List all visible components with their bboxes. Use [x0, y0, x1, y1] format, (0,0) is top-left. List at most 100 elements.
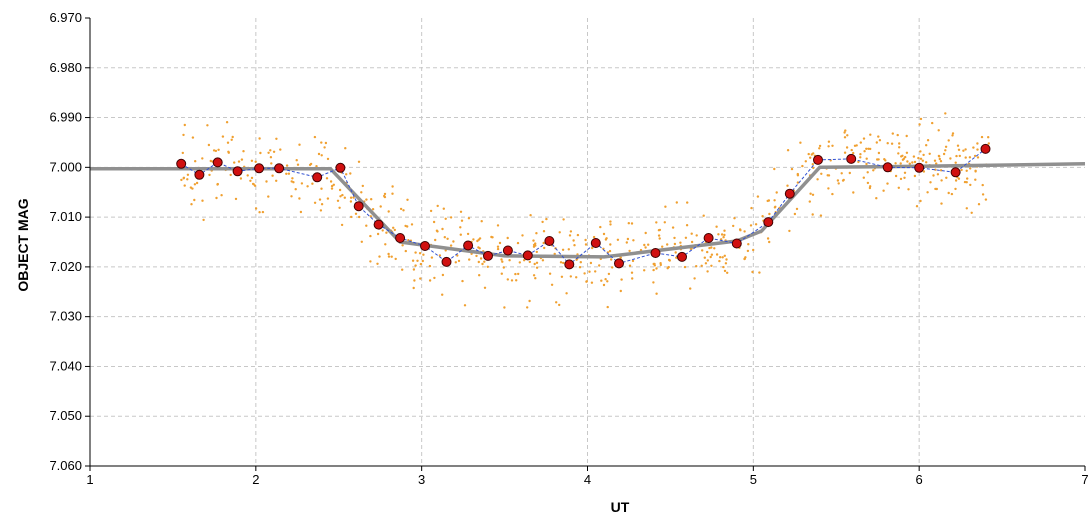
raw-point: [657, 234, 661, 237]
raw-point: [768, 212, 771, 216]
binned-point: [784, 188, 795, 199]
binned-point: [194, 169, 205, 180]
raw-point: [898, 142, 901, 145]
raw-point: [360, 240, 363, 243]
raw-point: [324, 141, 328, 145]
raw-point: [793, 212, 797, 216]
raw-point: [602, 232, 606, 236]
raw-point: [308, 163, 312, 167]
raw-point: [438, 254, 442, 257]
raw-point: [890, 142, 894, 145]
raw-point: [479, 257, 483, 260]
raw-point: [466, 232, 470, 236]
raw-point: [761, 215, 764, 218]
raw-point: [326, 157, 330, 161]
raw-point: [951, 132, 955, 135]
raw-point: [215, 196, 218, 200]
raw-point: [709, 255, 712, 259]
raw-point: [631, 277, 634, 280]
raw-point: [965, 181, 968, 184]
raw-point: [381, 229, 384, 232]
raw-point: [950, 192, 954, 196]
raw-point: [230, 138, 233, 141]
raw-point: [886, 142, 889, 145]
raw-point: [608, 249, 612, 253]
raw-point: [632, 239, 635, 242]
raw-point: [180, 178, 183, 182]
raw-point: [457, 259, 461, 263]
raw-point: [786, 149, 790, 152]
raw-point: [565, 292, 568, 295]
raw-point: [981, 183, 984, 187]
raw-point: [818, 144, 822, 148]
raw-point: [181, 151, 184, 155]
raw-point: [313, 201, 317, 204]
raw-point: [964, 148, 967, 151]
raw-point: [809, 156, 812, 159]
raw-point: [459, 233, 462, 236]
raw-point: [478, 237, 482, 240]
raw-point: [449, 216, 453, 219]
raw-point: [934, 187, 937, 191]
raw-point: [690, 232, 693, 235]
raw-point: [837, 182, 840, 185]
raw-point: [296, 163, 300, 166]
raw-point: [690, 240, 694, 244]
binned-point: [650, 248, 661, 258]
raw-point: [626, 237, 630, 241]
raw-point: [862, 176, 865, 179]
raw-point: [723, 229, 726, 232]
raw-point: [229, 173, 232, 177]
raw-point: [726, 271, 729, 274]
raw-point: [901, 158, 905, 161]
raw-point: [383, 195, 387, 199]
raw-point: [743, 230, 746, 233]
binned-point: [176, 158, 187, 169]
raw-point: [816, 178, 819, 181]
raw-point: [443, 236, 446, 239]
raw-point: [958, 154, 961, 158]
raw-point: [476, 239, 479, 243]
raw-point: [436, 204, 439, 208]
raw-point: [217, 148, 220, 151]
raw-point: [323, 146, 326, 149]
raw-point: [609, 220, 612, 223]
x-tick-label: 4: [584, 472, 591, 487]
raw-point: [267, 195, 270, 198]
raw-point: [194, 160, 197, 163]
raw-point: [486, 265, 489, 268]
raw-point: [558, 303, 561, 307]
raw-point: [387, 252, 390, 256]
raw-point: [330, 187, 334, 190]
raw-point: [441, 273, 445, 277]
raw-point: [786, 184, 789, 187]
raw-point: [944, 145, 948, 148]
raw-point: [220, 194, 223, 197]
raw-point: [891, 132, 894, 135]
raw-observations: [180, 112, 990, 309]
raw-point: [820, 172, 823, 175]
binned-point: [882, 162, 893, 173]
raw-point: [899, 162, 902, 165]
raw-point: [658, 237, 661, 240]
raw-point: [652, 281, 655, 284]
binned-points: [176, 143, 991, 270]
binned-point: [441, 256, 452, 267]
raw-point: [818, 147, 821, 150]
raw-point: [578, 266, 582, 269]
raw-point: [675, 201, 678, 204]
raw-point: [271, 174, 274, 177]
raw-point: [212, 149, 216, 152]
raw-point: [193, 198, 196, 202]
raw-point: [647, 243, 650, 246]
raw-point: [202, 218, 205, 222]
raw-point: [831, 144, 834, 147]
raw-point: [463, 304, 467, 307]
raw-point: [226, 141, 230, 144]
raw-point: [599, 225, 602, 229]
binned-point: [980, 143, 991, 154]
raw-point: [808, 200, 811, 203]
raw-point: [287, 172, 291, 175]
raw-point: [387, 210, 390, 213]
raw-point: [553, 252, 556, 256]
